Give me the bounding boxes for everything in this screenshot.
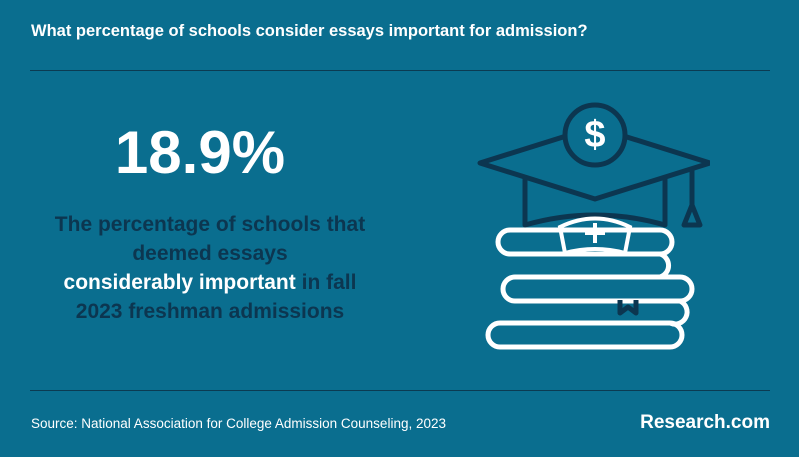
title: What percentage of schools consider essa… [31, 22, 588, 40]
desc-highlight: considerably important [63, 271, 296, 294]
books-cap-icon: $ [477, 102, 710, 350]
desc-text: in fall [301, 271, 357, 294]
desc-text: deemed essays [132, 242, 288, 265]
stat-description: The percentage of schools that deemed es… [30, 210, 390, 326]
desc-text: 2023 freshman admissions [75, 300, 345, 323]
source: Source: National Association for College… [31, 416, 446, 431]
stat-value: 18.9% [114, 119, 286, 186]
brand: Research.com [640, 412, 770, 433]
divider [30, 390, 770, 391]
svg-text:$: $ [584, 114, 605, 156]
desc-text: The percentage of schools that [54, 213, 366, 236]
divider [30, 70, 770, 71]
